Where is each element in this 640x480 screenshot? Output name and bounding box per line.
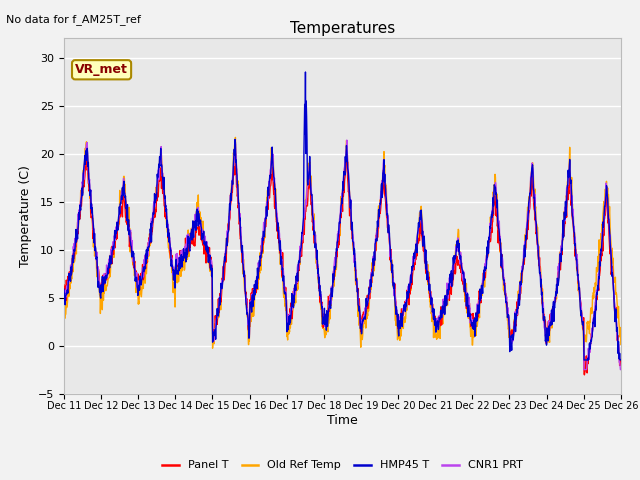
X-axis label: Time: Time [327,414,358,427]
Legend: Panel T, Old Ref Temp, HMP45 T, CNR1 PRT: Panel T, Old Ref Temp, HMP45 T, CNR1 PRT [157,456,527,475]
Y-axis label: Temperature (C): Temperature (C) [19,165,33,267]
Text: VR_met: VR_met [75,63,128,76]
Title: Temperatures: Temperatures [290,21,395,36]
Text: No data for f_AM25T_ref: No data for f_AM25T_ref [6,14,141,25]
